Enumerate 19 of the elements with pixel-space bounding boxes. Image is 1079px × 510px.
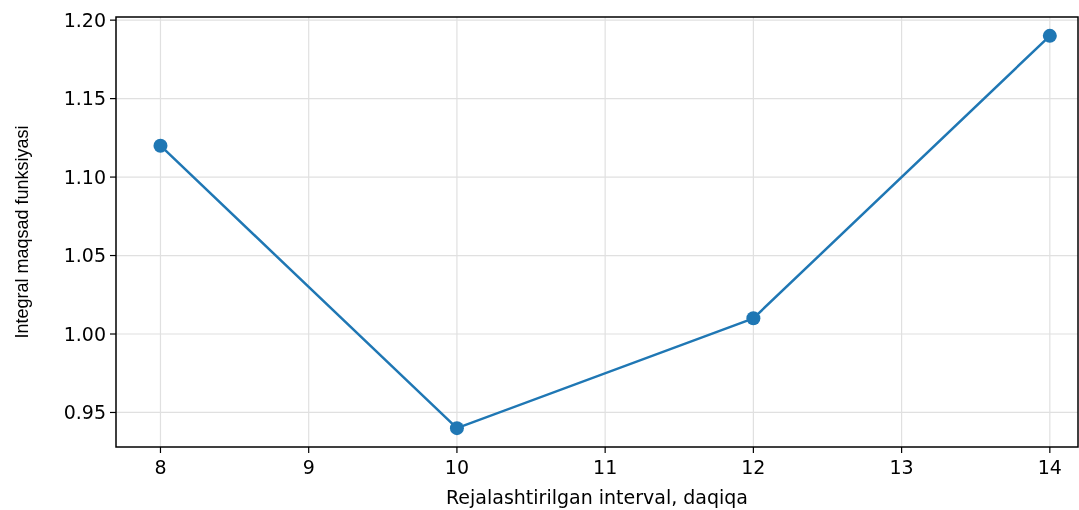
y-tick-label: 1.05 xyxy=(63,244,106,267)
y-tick-label: 1.00 xyxy=(63,322,106,345)
x-tick-label: 14 xyxy=(1037,456,1062,478)
x-tick-label: 13 xyxy=(889,456,914,478)
y-tick-label: 1.10 xyxy=(63,165,106,188)
x-tick-label: 9 xyxy=(302,456,315,478)
y-axis-title: Integral maqsad funksiyasi xyxy=(12,125,32,339)
x-tick-label: 10 xyxy=(444,456,470,478)
y-tick-label: 0.95 xyxy=(63,401,106,424)
x-tick-label: 11 xyxy=(593,456,618,478)
x-tick-label: 8 xyxy=(154,456,167,478)
point xyxy=(1042,28,1057,43)
x-axis-title: Rejalashtirilgan interval, daqiqa xyxy=(446,486,748,508)
point xyxy=(449,421,464,436)
y-tick-label: 1.15 xyxy=(63,87,106,110)
point xyxy=(153,138,168,153)
y-tick-label: 1.20 xyxy=(63,8,106,31)
point xyxy=(746,311,761,326)
x-tick-label: 12 xyxy=(741,456,766,478)
